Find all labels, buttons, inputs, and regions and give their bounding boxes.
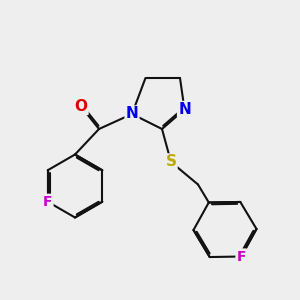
- Text: F: F: [236, 250, 246, 263]
- Text: O: O: [74, 99, 88, 114]
- Text: N: N: [178, 102, 191, 117]
- Text: S: S: [166, 154, 176, 169]
- Text: N: N: [126, 106, 138, 122]
- Text: F: F: [43, 195, 52, 209]
